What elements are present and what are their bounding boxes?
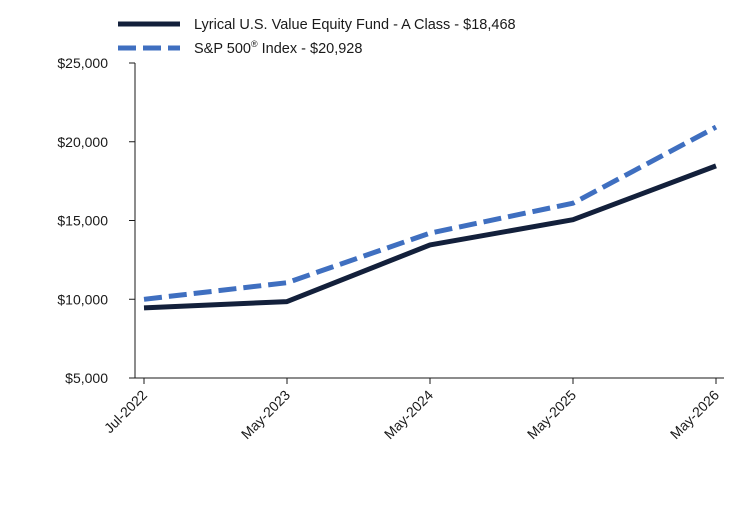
legend: Lyrical U.S. Value Equity Fund - A Class…: [118, 17, 516, 57]
y-tick-label: $25,000: [57, 55, 108, 71]
legend-label-index-suffix: Index - $20,928: [258, 41, 363, 57]
x-tick-label: May-2026: [667, 387, 722, 442]
x-tick-label: May-2025: [524, 387, 579, 442]
legend-label-fund: Lyrical U.S. Value Equity Fund - A Class…: [194, 17, 516, 33]
y-ticks: $5,000 $10,000 $15,000 $20,000 $25,000: [57, 55, 135, 386]
legend-item-fund: Lyrical U.S. Value Equity Fund - A Class…: [118, 17, 516, 33]
x-tick-label: Jul-2022: [101, 387, 150, 436]
series-line-fund: [143, 163, 717, 311]
series-lines: [143, 124, 718, 311]
y-tick-label: $5,000: [65, 370, 108, 386]
legend-label-index: S&P 500® Index - $20,928: [194, 39, 362, 57]
legend-label-index-sup: ®: [251, 39, 258, 49]
x-tick-label: May-2023: [238, 387, 293, 442]
x-ticks: Jul-2022 May-2023 May-2024 May-2025 May-2026: [101, 378, 722, 442]
legend-item-index: S&P 500® Index - $20,928: [118, 39, 362, 57]
y-tick-label: $20,000: [57, 134, 108, 150]
legend-label-index-name: S&P 500: [194, 41, 251, 57]
x-tick-label: May-2024: [381, 387, 436, 442]
series-line-index: [143, 124, 718, 302]
y-tick-label: $10,000: [57, 291, 108, 307]
y-tick-label: $15,000: [57, 213, 108, 229]
